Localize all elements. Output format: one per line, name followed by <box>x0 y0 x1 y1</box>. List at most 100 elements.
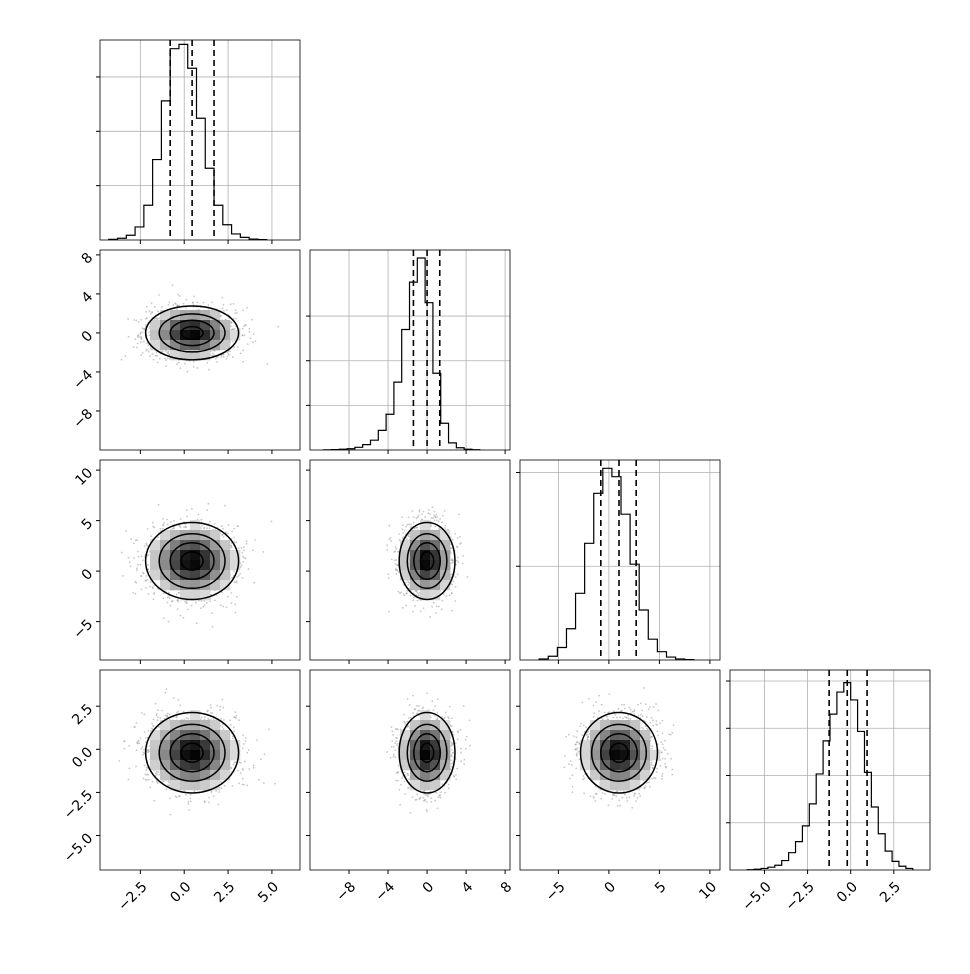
density-cell <box>190 320 201 331</box>
y-tick-label: 8 <box>79 250 97 268</box>
scatter-point <box>435 513 437 516</box>
density-cell <box>200 550 211 561</box>
scatter-point <box>451 561 454 563</box>
contour-line <box>413 733 442 773</box>
scatter-point <box>236 576 239 578</box>
scatter-point <box>644 785 647 788</box>
scatter-point <box>137 740 139 743</box>
histogram-bars <box>323 257 481 450</box>
scatter-point <box>252 764 255 767</box>
density-cell <box>200 730 211 741</box>
scatter-point <box>146 305 148 308</box>
density-cell <box>190 350 201 361</box>
density-cell <box>190 760 201 771</box>
scatter-point <box>611 798 614 800</box>
scatter-point <box>606 716 608 718</box>
x-tick-label: 10 <box>696 879 720 903</box>
scatter-point <box>406 538 408 541</box>
density-cell <box>160 560 171 571</box>
scatter-point <box>166 712 169 715</box>
scatter-point <box>232 735 234 738</box>
density-cell <box>580 740 591 751</box>
scatter-point <box>243 783 245 786</box>
scatter-point <box>231 576 233 579</box>
density-cell <box>410 570 421 581</box>
density-cell <box>420 520 431 531</box>
scatter-point <box>398 539 401 541</box>
density-cell <box>430 590 441 601</box>
scatter-point <box>185 526 187 529</box>
x-tick-label: 5 <box>652 879 670 897</box>
scatter-point <box>408 778 410 781</box>
scatter-point <box>458 513 460 516</box>
density-cell <box>430 550 441 561</box>
density-cell <box>600 780 611 791</box>
scatter-point <box>435 612 437 614</box>
scatter-point <box>253 581 256 584</box>
scatter-point <box>230 767 233 769</box>
scatter-point <box>450 754 453 757</box>
scatter-point <box>178 592 180 594</box>
scatter-point <box>574 743 577 746</box>
density-cell <box>630 750 641 761</box>
scatter-point <box>149 355 151 357</box>
density-cell <box>580 750 591 761</box>
scatter-point <box>397 764 400 767</box>
contour-line <box>590 723 648 782</box>
scatter-panel-2-4 <box>306 669 511 874</box>
scatter-point <box>153 526 156 529</box>
scatter-point <box>219 709 222 711</box>
histogram-bars <box>746 681 914 870</box>
scatter-point <box>185 509 188 511</box>
density-cell <box>150 550 161 561</box>
y-tick-label: −8 <box>70 406 96 432</box>
scatter-point <box>416 516 419 519</box>
scatter-point <box>244 740 247 742</box>
scatter-point <box>183 526 186 528</box>
scatter-point <box>417 594 420 597</box>
scatter-point <box>263 753 266 756</box>
scatter-point <box>454 532 457 535</box>
scatter-point <box>208 796 210 799</box>
scatter-point <box>624 715 626 718</box>
scatter-point <box>183 718 186 721</box>
scatter-point <box>416 712 418 715</box>
scatter-point <box>211 354 214 357</box>
density-cell <box>200 760 211 771</box>
scatter-point <box>242 743 245 745</box>
contour-line <box>180 742 204 764</box>
scatter-point <box>448 594 451 597</box>
scatter-point <box>208 527 211 530</box>
scatter-point <box>619 804 621 807</box>
scatter-point <box>653 777 655 779</box>
scatter-point <box>426 692 428 695</box>
density-cell <box>190 530 201 541</box>
scatter-point <box>456 556 459 559</box>
scatter-point <box>664 748 667 751</box>
scatter-point <box>146 554 149 557</box>
scatter-point <box>243 546 245 548</box>
scatter-point <box>207 717 210 720</box>
scatter-point <box>197 513 200 516</box>
density-cell <box>200 770 211 781</box>
scatter-point <box>120 358 123 361</box>
scatter-point <box>214 599 216 602</box>
scatter-point <box>153 593 155 595</box>
density-cell <box>650 750 661 761</box>
scatter-point <box>439 794 441 797</box>
scatter-point <box>641 709 643 712</box>
scatter-point <box>394 550 397 553</box>
density-cell <box>430 780 441 791</box>
scatter-point <box>443 510 446 512</box>
density-cell <box>160 770 171 781</box>
scatter-point <box>187 801 190 803</box>
scatter-point <box>236 595 238 598</box>
scatter-point <box>451 752 454 755</box>
scatter-point <box>230 544 233 547</box>
density-cell <box>420 730 431 741</box>
axes-frame <box>99 669 301 871</box>
scatter-point <box>242 309 245 312</box>
y-tick-label: −2.5 <box>61 787 96 822</box>
density-cell <box>220 540 231 551</box>
scatter-point <box>407 774 409 777</box>
